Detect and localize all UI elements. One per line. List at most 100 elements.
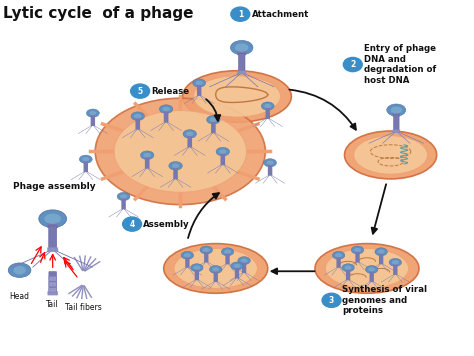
Ellipse shape — [264, 104, 271, 108]
Ellipse shape — [234, 264, 240, 268]
Circle shape — [123, 217, 142, 231]
FancyBboxPatch shape — [225, 252, 230, 264]
Ellipse shape — [368, 267, 375, 272]
FancyBboxPatch shape — [379, 252, 383, 264]
Text: 1: 1 — [237, 10, 243, 19]
Ellipse shape — [387, 104, 406, 116]
Ellipse shape — [345, 266, 352, 270]
Ellipse shape — [212, 267, 219, 272]
FancyBboxPatch shape — [47, 247, 58, 252]
FancyBboxPatch shape — [47, 223, 58, 228]
Text: 5: 5 — [137, 87, 143, 96]
FancyBboxPatch shape — [195, 268, 199, 280]
Ellipse shape — [140, 151, 154, 159]
Ellipse shape — [365, 266, 378, 273]
FancyBboxPatch shape — [49, 226, 56, 250]
FancyBboxPatch shape — [145, 155, 149, 169]
Ellipse shape — [210, 117, 217, 122]
Ellipse shape — [164, 244, 268, 293]
Ellipse shape — [207, 115, 220, 124]
Text: 4: 4 — [129, 220, 135, 229]
FancyBboxPatch shape — [393, 115, 399, 131]
Text: Tail: Tail — [46, 300, 59, 309]
Ellipse shape — [241, 258, 247, 263]
Ellipse shape — [375, 248, 387, 256]
Ellipse shape — [39, 210, 66, 227]
FancyBboxPatch shape — [47, 291, 58, 295]
Ellipse shape — [224, 250, 231, 254]
Ellipse shape — [392, 260, 399, 265]
FancyBboxPatch shape — [164, 109, 168, 122]
Ellipse shape — [13, 266, 26, 274]
Ellipse shape — [8, 263, 31, 277]
Ellipse shape — [163, 107, 170, 111]
FancyBboxPatch shape — [238, 53, 245, 73]
FancyBboxPatch shape — [268, 163, 273, 176]
Ellipse shape — [182, 71, 292, 122]
Text: Attachment: Attachment — [252, 10, 310, 19]
Text: Assembly: Assembly — [144, 220, 190, 229]
Ellipse shape — [332, 251, 345, 259]
Text: Synthesis of viral
genomes and
proteins: Synthesis of viral genomes and proteins — [342, 286, 428, 315]
Ellipse shape — [79, 155, 92, 163]
Ellipse shape — [210, 266, 222, 273]
Ellipse shape — [186, 132, 193, 136]
Circle shape — [231, 7, 250, 21]
FancyBboxPatch shape — [49, 272, 56, 294]
FancyBboxPatch shape — [185, 255, 190, 268]
Ellipse shape — [193, 266, 200, 270]
Ellipse shape — [378, 250, 384, 254]
Ellipse shape — [174, 248, 257, 288]
Text: Lytic cycle  of a phage: Lytic cycle of a phage — [3, 6, 193, 21]
Ellipse shape — [235, 43, 248, 52]
Circle shape — [343, 57, 362, 72]
Ellipse shape — [325, 248, 409, 288]
Ellipse shape — [117, 192, 130, 200]
Ellipse shape — [221, 248, 234, 256]
Ellipse shape — [193, 79, 206, 87]
Text: Entry of phage
DNA and
degradation of
host DNA: Entry of phage DNA and degradation of ho… — [364, 44, 436, 85]
FancyBboxPatch shape — [197, 83, 201, 96]
FancyBboxPatch shape — [173, 166, 178, 179]
Ellipse shape — [342, 264, 354, 272]
Ellipse shape — [354, 136, 428, 174]
Ellipse shape — [335, 253, 342, 257]
Ellipse shape — [172, 163, 179, 168]
Ellipse shape — [86, 109, 99, 117]
FancyBboxPatch shape — [393, 262, 398, 275]
Ellipse shape — [191, 264, 203, 272]
Ellipse shape — [159, 105, 173, 114]
Ellipse shape — [184, 253, 191, 257]
Ellipse shape — [391, 106, 402, 114]
FancyBboxPatch shape — [242, 261, 246, 273]
FancyBboxPatch shape — [204, 250, 209, 262]
FancyBboxPatch shape — [235, 266, 239, 278]
Ellipse shape — [181, 251, 193, 259]
Ellipse shape — [238, 257, 250, 265]
FancyBboxPatch shape — [49, 282, 56, 287]
FancyBboxPatch shape — [121, 197, 126, 209]
Ellipse shape — [219, 150, 227, 154]
Ellipse shape — [354, 248, 361, 252]
Ellipse shape — [261, 102, 274, 110]
FancyBboxPatch shape — [211, 120, 216, 133]
Text: Head: Head — [9, 292, 29, 301]
FancyBboxPatch shape — [356, 250, 360, 262]
FancyBboxPatch shape — [337, 255, 341, 268]
Ellipse shape — [134, 114, 141, 119]
FancyBboxPatch shape — [220, 152, 225, 165]
FancyBboxPatch shape — [237, 71, 246, 74]
Text: 3: 3 — [329, 296, 334, 305]
FancyBboxPatch shape — [214, 269, 218, 282]
FancyBboxPatch shape — [49, 276, 56, 281]
Ellipse shape — [266, 161, 273, 165]
Ellipse shape — [230, 41, 253, 55]
Ellipse shape — [351, 246, 364, 254]
FancyBboxPatch shape — [370, 269, 374, 282]
Ellipse shape — [183, 130, 197, 138]
Ellipse shape — [144, 153, 151, 157]
Ellipse shape — [131, 112, 145, 121]
Ellipse shape — [82, 157, 89, 161]
FancyBboxPatch shape — [136, 116, 140, 130]
Ellipse shape — [95, 98, 265, 205]
